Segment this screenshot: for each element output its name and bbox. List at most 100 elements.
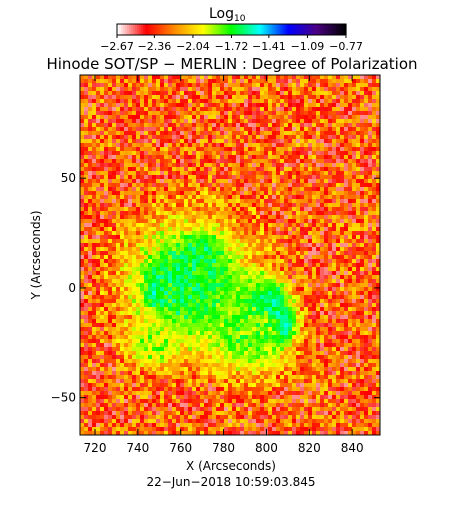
heatmap-cell [232,227,237,232]
heatmap-cell [232,255,237,260]
heatmap-cell [216,215,221,220]
heatmap-cell [140,315,145,320]
heatmap-cell [228,227,233,232]
heatmap-cell [256,235,261,240]
colorbar-tick-label: −2.67 [100,40,134,53]
heatmap-cell [112,323,117,328]
heatmap-cell [152,203,157,208]
heatmap-cell [340,179,345,184]
heatmap-cell [100,307,105,312]
heatmap-cell [200,91,205,96]
heatmap-cell [212,135,217,140]
heatmap-cell [300,147,305,152]
heatmap-cell [352,179,357,184]
heatmap-cell [220,271,225,276]
heatmap-cell [252,191,257,196]
heatmap-cell [268,191,273,196]
heatmap-cell [336,211,341,216]
heatmap-cell [292,139,297,144]
heatmap-cell [236,107,241,112]
colorbar-swatch [272,24,275,35]
heatmap-cell [172,331,177,336]
heatmap-cell [276,183,281,188]
heatmap-cell [312,251,317,256]
heatmap-cell [320,215,325,220]
heatmap-cell [196,115,201,120]
heatmap-cell [100,215,105,220]
heatmap-cell [204,271,209,276]
heatmap-cell [136,115,141,120]
heatmap-cell [324,127,329,132]
heatmap-cell [324,191,329,196]
heatmap-cell [216,151,221,156]
heatmap-cell [356,91,361,96]
heatmap-cell [256,199,261,204]
heatmap-cell [276,75,281,80]
heatmap-cell [312,255,317,260]
heatmap-cell [356,267,361,272]
heatmap-cell [196,255,201,260]
heatmap-cell [248,75,253,80]
heatmap-cell [224,239,229,244]
heatmap-cell [184,87,189,92]
heatmap-cell [268,331,273,336]
heatmap-cell [104,119,109,124]
heatmap-cell [356,215,361,220]
heatmap-cell [272,159,277,164]
heatmap-cell [220,143,225,148]
heatmap-cell [132,91,137,96]
heatmap-cell [336,275,341,280]
heatmap-cell [296,75,301,80]
heatmap-cell [256,155,261,160]
heatmap-cell [372,227,377,232]
heatmap-cell [300,127,305,132]
heatmap-cell [368,75,373,80]
heatmap-cell [168,75,173,80]
heatmap-cell [236,191,241,196]
heatmap-cell [180,195,185,200]
heatmap-cell [332,255,337,260]
heatmap-cell [224,187,229,192]
heatmap-cell [200,191,205,196]
heatmap-cell [120,163,125,168]
heatmap-cell [236,299,241,304]
heatmap-cell [164,319,169,324]
heatmap-cell [300,299,305,304]
heatmap-cell [204,247,209,252]
heatmap-cell [240,131,245,136]
heatmap-cell [160,135,165,140]
heatmap-cell [236,275,241,280]
heatmap-cell [124,287,129,292]
heatmap-cell [128,175,133,180]
heatmap-cell [240,143,245,148]
heatmap-cell [108,95,113,100]
heatmap-cell [252,135,257,140]
heatmap-cell [116,235,121,240]
heatmap-cell [220,159,225,164]
heatmap-cell [212,131,217,136]
heatmap-cell [364,163,369,168]
heatmap-cell [216,211,221,216]
heatmap-cell [164,159,169,164]
heatmap-cell [204,123,209,128]
heatmap-cell [240,119,245,124]
heatmap-cell [196,243,201,248]
heatmap-cell [264,323,269,328]
heatmap-cell [364,251,369,256]
colorbar-swatch [288,24,291,35]
heatmap-cell [148,251,153,256]
heatmap-cell [372,215,377,220]
heatmap-cell [332,191,337,196]
heatmap-cell [280,239,285,244]
heatmap-cell [144,135,149,140]
heatmap-cell [356,139,361,144]
heatmap-cell [116,319,121,324]
heatmap-cell [252,87,257,92]
heatmap-cell [96,275,101,280]
heatmap-cell [92,163,97,168]
heatmap-cell [264,243,269,248]
colorbar-swatch [212,24,216,35]
heatmap-cell [84,123,89,128]
heatmap-cell [192,195,197,200]
heatmap-cell [316,275,321,280]
